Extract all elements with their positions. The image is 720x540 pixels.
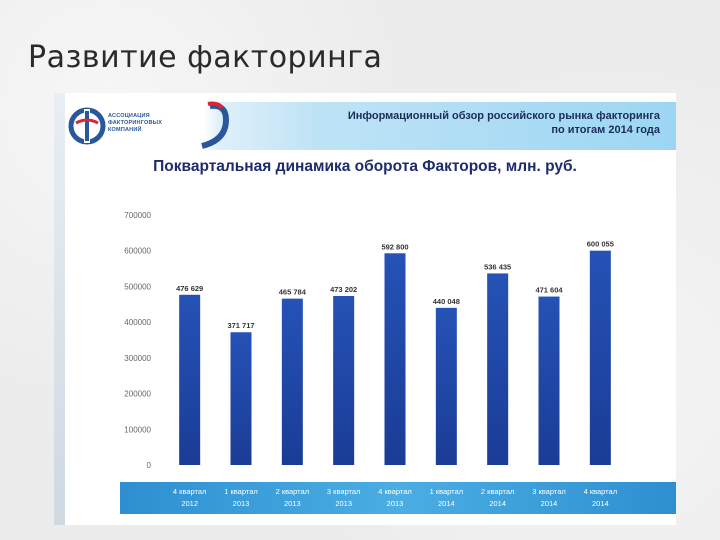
x-tick-label: 3 квартал [532,487,566,496]
x-tick-label-year: 2014 [489,499,506,508]
x-tick-label-year: 2013 [233,499,250,508]
y-tick-label: 300000 [124,354,151,363]
bar [589,250,611,465]
bar [230,332,252,465]
report-side-strip [54,93,65,525]
y-tick-label: 0 [147,461,152,470]
x-tick-label-year: 2013 [387,499,404,508]
data-label: 471 604 [535,286,563,295]
report-header-text: Информационный обзор российского рынка ф… [300,109,660,137]
data-label: 592 800 [381,242,408,251]
swoosh-accent-icon [201,101,230,149]
y-tick-label: 100000 [124,425,151,434]
bars [179,250,611,465]
data-label: 473 202 [330,285,357,294]
bar [281,298,303,465]
x-tick-label: 4 квартал [173,487,207,496]
x-tick-label: 4 квартал [378,487,412,496]
y-axis: 0 100000 200000 300000 400000 500000 600000 700… [124,211,151,470]
organization-name-line: Компаний [108,127,142,133]
report-title-line1: Информационный обзор российского рынка ф… [347,110,660,122]
slide-title: Развитие факторинга [28,40,383,75]
bar [487,273,509,465]
organization-name-line: Факторинговых [108,120,163,126]
report-title-line2: по итогам 2014 года [551,124,660,136]
x-tick-label-year: 2014 [592,499,609,508]
x-tick-label-year: 2012 [181,499,198,508]
organization-name-line: Ассоциация [108,113,150,119]
data-label: 536 435 [484,262,511,271]
data-label: 476 629 [176,284,203,293]
x-tick-label: 1 квартал [430,487,464,496]
bar [538,296,560,465]
x-tick-label-year: 2013 [284,499,301,508]
x-tick-label-year: 2014 [541,499,558,508]
x-tick-label-year: 2014 [438,499,455,508]
organization-name: Ассоциация Факторинговых Компаний [108,113,188,134]
x-tick-label: 4 квартал [584,487,618,496]
x-tick-label: 3 квартал [327,487,361,496]
chart-title: Поквартальная динамика оборота Факторов,… [153,158,577,175]
x-tick-label: 2 квартал [276,487,310,496]
data-label: 465 784 [279,288,307,297]
x-tick-label-year: 2013 [335,499,352,508]
afk-logo-icon [68,107,106,145]
bar [384,253,406,465]
data-labels: 476 629 371 717 465 784 473 202 592 800 440 0… [176,240,614,331]
x-axis-labels: 4 квартал 2012 1 квартал 2013 2 квартал 2013 3… [173,487,617,508]
report-header-band [54,102,676,150]
bar [179,294,201,465]
bar [333,295,355,465]
y-tick-label: 500000 [124,282,151,291]
x-axis-band [120,482,676,514]
x-tick-label: 2 квартал [481,487,515,496]
data-label: 600 055 [587,240,614,249]
y-tick-label: 400000 [124,318,151,327]
y-tick-label: 700000 [124,211,151,220]
report-card [54,93,676,525]
bar [435,307,457,465]
y-tick-label: 200000 [124,390,151,399]
data-label: 371 717 [227,321,254,330]
data-label: 440 048 [433,297,460,306]
x-tick-label: 1 квартал [224,487,258,496]
bar-chart: 0 100000 200000 300000 400000 500000 600000 700… [120,211,676,514]
y-tick-label: 600000 [124,247,151,256]
